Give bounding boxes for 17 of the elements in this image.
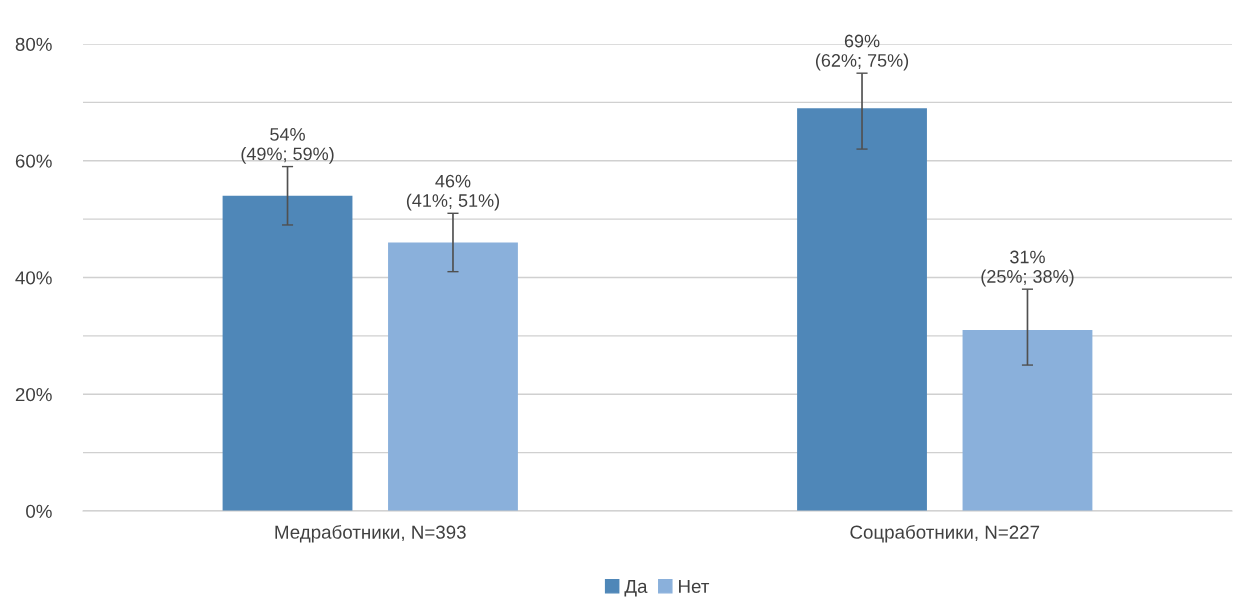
y-tick-label: 60% (15, 154, 52, 168)
y-tick-label: 20% (15, 387, 52, 402)
x-tick-label: Медработники, N=393 (275, 524, 466, 543)
data-label: 46% (41%; 51%) (406, 174, 500, 211)
legend-label: Нет (679, 579, 710, 594)
y-tick-label: 0% (26, 504, 52, 518)
legend-label: Да (624, 579, 648, 597)
bar (962, 330, 1093, 511)
data-label: 69% (62%; 75%) (815, 34, 909, 71)
x-tick-label: Соцработники, N=227 (850, 524, 1040, 543)
y-tick-label: 80% (15, 37, 52, 51)
bar (388, 242, 518, 511)
bar (797, 108, 927, 511)
data-label: 54% (49%; 59%) (241, 128, 334, 164)
data-label: 31% (25%; 38%) (981, 250, 1074, 287)
bar (222, 195, 353, 511)
y-tick-label: 40% (15, 271, 52, 285)
